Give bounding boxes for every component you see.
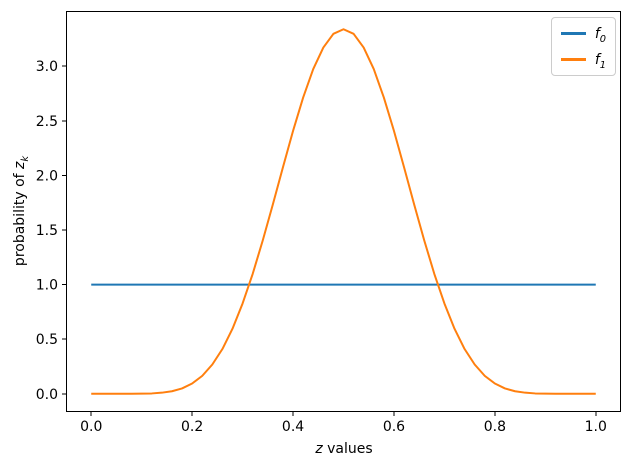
legend-label-f0: f0	[594, 25, 606, 45]
y-axis-label: probability of zk	[12, 155, 31, 267]
x-tick-label: 0.8	[484, 419, 506, 435]
x-tick-label: 0.0	[80, 419, 102, 435]
x-axis-label: z values	[315, 441, 372, 457]
y-tick-label: 0.0	[36, 387, 58, 403]
y-axis-label-var: z	[12, 161, 28, 169]
legend-item-f0: f0	[560, 24, 606, 45]
y-axis-label-sub: k	[19, 155, 31, 162]
y-tick-label: 3.0	[36, 59, 58, 75]
y-tick-label: 0.5	[36, 332, 58, 348]
legend-item-f1: f1	[560, 50, 606, 71]
x-tick-label: 0.4	[282, 419, 304, 435]
x-axis-label-suffix: values	[322, 441, 373, 457]
y-tick-label: 2.5	[36, 114, 58, 130]
y-axis-label-prefix: probability of	[12, 168, 28, 267]
x-tick-label: 0.6	[383, 419, 405, 435]
x-tick-label: 1.0	[585, 419, 607, 435]
legend-label-f1: f1	[594, 51, 606, 71]
x-tick-label: 0.2	[181, 419, 203, 435]
y-tick-label: 1.0	[36, 278, 58, 294]
axes-spines	[66, 11, 621, 412]
y-tick-label: 1.5	[36, 223, 58, 239]
x-axis-label-var: z	[315, 441, 323, 457]
legend: f0 f1	[550, 17, 616, 76]
legend-line-swatch-f0	[560, 32, 586, 35]
legend-line-swatch-f1	[560, 58, 586, 61]
y-tick-label: 2.0	[36, 168, 58, 184]
series-line-f_1	[91, 28, 596, 395]
